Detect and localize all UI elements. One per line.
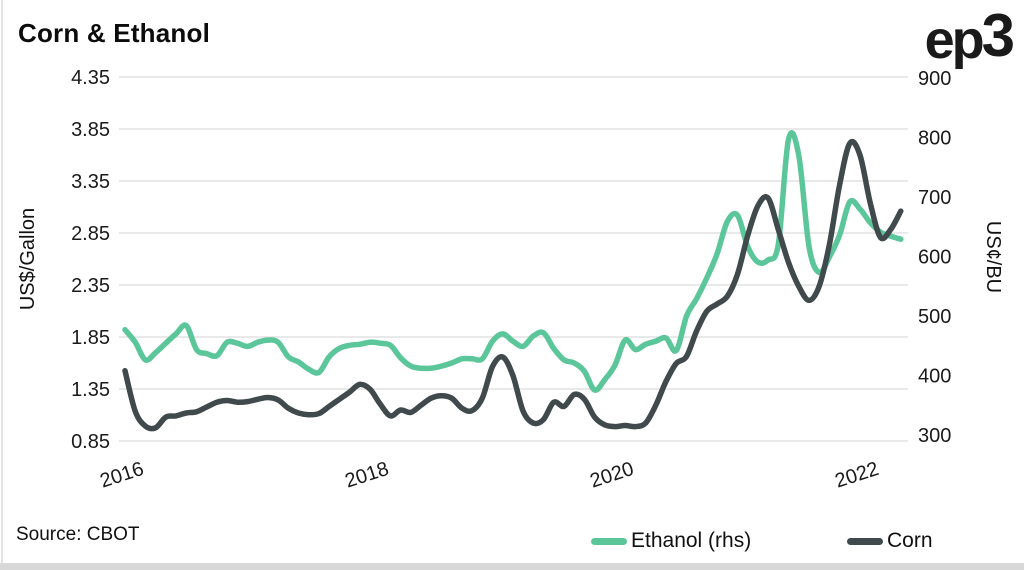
source-note: Source: CBOT — [16, 524, 140, 545]
right-axis-tick-label: 900 — [918, 68, 951, 90]
x-axis-tick-label: 2022 — [832, 458, 881, 493]
left-axis-tick-label: 0.85 — [71, 431, 110, 453]
right-axis-tick-label: 400 — [918, 366, 951, 388]
ep3-logo-text: ep — [924, 10, 985, 70]
legend-label-ethanol: Ethanol (rhs) — [631, 529, 752, 552]
right-axis-title: US¢/BU — [982, 221, 1004, 293]
corn-series-line — [122, 138, 904, 432]
chart-title: Corn & Ethanol — [18, 18, 211, 48]
right-axis-tick-label: 500 — [918, 306, 951, 328]
legend-item-ethanol: Ethanol (rhs) — [591, 529, 751, 553]
ethanol-series-line — [122, 130, 904, 393]
legend-label-corn: Corn — [887, 529, 933, 552]
left-axis-tick-label: 3.85 — [71, 119, 110, 141]
window-bottom-border — [0, 563, 1024, 570]
left-axis-tick-label: 1.35 — [71, 379, 110, 401]
left-axis-tick-label: 4.35 — [71, 67, 110, 89]
x-axis-tick-label: 2018 — [342, 458, 391, 493]
right-axis-tick-label: 300 — [918, 425, 951, 447]
left-axis-tick-label: 2.35 — [71, 275, 110, 297]
ep3-logo: ep3 — [924, 6, 1015, 70]
left-axis-title: US$/Gallon — [17, 208, 39, 310]
legend-item-corn: Corn — [847, 529, 933, 553]
left-axis-tick-label: 2.85 — [71, 223, 110, 245]
window-left-border — [1, 0, 3, 570]
right-axis-tick-label: 600 — [918, 246, 951, 268]
x-axis-tick-label: 2016 — [97, 458, 146, 493]
right-axis-tick-label: 800 — [918, 127, 951, 149]
x-axis-tick-label: 2020 — [587, 458, 636, 493]
ethanol-legend-swatch-icon — [591, 537, 627, 545]
ep3-logo-numeral: 3 — [981, 2, 1015, 69]
corn-legend-swatch-icon — [847, 537, 883, 545]
left-axis-tick-label: 3.35 — [71, 171, 110, 193]
right-axis-tick-label: 700 — [918, 187, 951, 209]
left-axis-tick-label: 1.85 — [71, 327, 110, 349]
